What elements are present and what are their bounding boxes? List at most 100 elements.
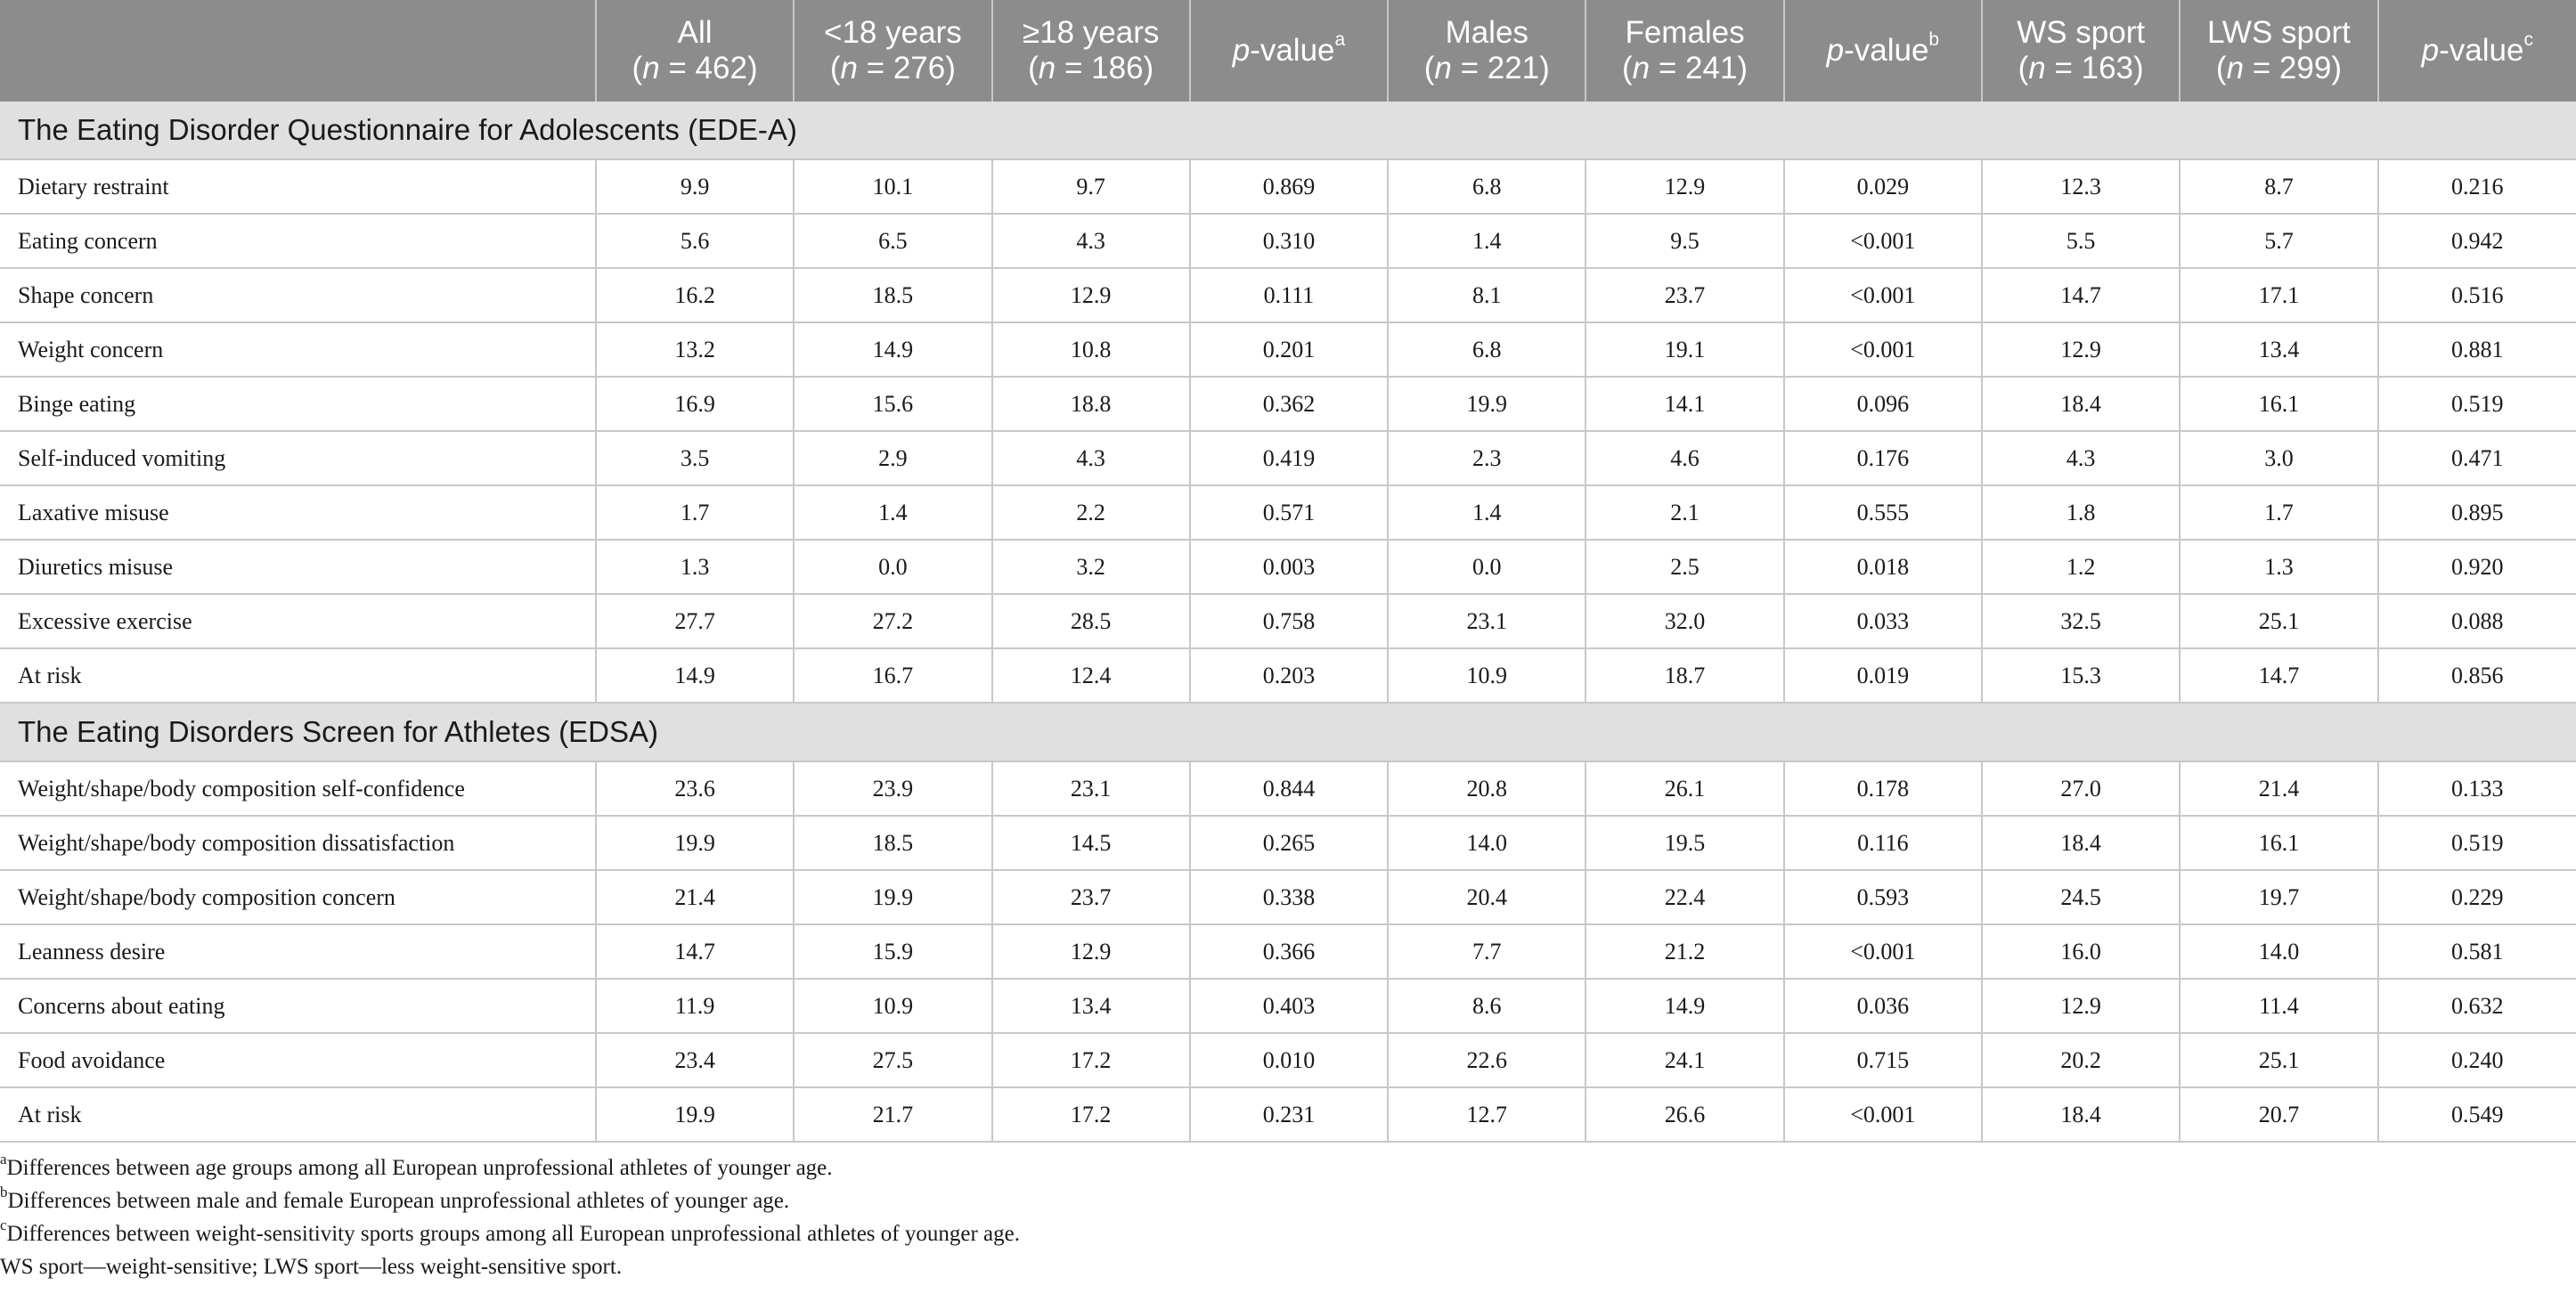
row-label: Weight/shape/body composition self-confi… bbox=[0, 761, 596, 817]
table-cell: 1.4 bbox=[793, 485, 992, 541]
table-cell: 22.4 bbox=[1585, 870, 1784, 925]
table-cell: 14.5 bbox=[990, 816, 1190, 871]
table-cell: 23.6 bbox=[594, 761, 795, 817]
table-cell: 22.6 bbox=[1387, 1033, 1586, 1088]
column-header: All (n = 462) bbox=[594, 0, 795, 102]
table-cell: 17.2 bbox=[990, 1033, 1190, 1088]
column-header: WS sport (n = 163) bbox=[1980, 0, 2181, 102]
table-cell: 0.088 bbox=[2376, 594, 2576, 649]
table-cell: 27.5 bbox=[793, 1033, 992, 1088]
table-cell: 13.4 bbox=[2179, 322, 2378, 378]
table-cell: 0.0 bbox=[1387, 540, 1586, 595]
table-cell: 0.549 bbox=[2376, 1087, 2576, 1143]
column-header-label: p-valuec bbox=[2384, 30, 2571, 69]
table-cell: 12.9 bbox=[1980, 979, 2181, 1034]
table-cell: 16.0 bbox=[1980, 924, 2181, 980]
table-cell: <0.001 bbox=[1782, 214, 1982, 269]
column-header-count: (n = 241) bbox=[1592, 51, 1777, 86]
table-cell: 0.203 bbox=[1188, 648, 1389, 704]
table-cell: 0.338 bbox=[1188, 870, 1389, 925]
table-cell: 2.3 bbox=[1387, 431, 1586, 486]
table-footnotes: aDifferences between age groups among al… bbox=[0, 1152, 2576, 1283]
table-cell: 0.571 bbox=[1188, 485, 1389, 541]
table-cell: 0.942 bbox=[2376, 214, 2576, 269]
n-symbol: n bbox=[2226, 51, 2245, 85]
table-cell: 16.1 bbox=[2179, 816, 2378, 871]
column-header-label: Males bbox=[1445, 15, 1528, 50]
count-value: = 299) bbox=[2244, 51, 2342, 85]
table-cell: <0.001 bbox=[1782, 1087, 1982, 1143]
table-cell: 32.5 bbox=[1980, 594, 2181, 649]
row-label: Leanness desire bbox=[0, 924, 596, 980]
row-label: Weight concern bbox=[0, 322, 596, 378]
table-cell: 0.036 bbox=[1782, 979, 1982, 1034]
table-cell: 0.003 bbox=[1188, 540, 1389, 595]
table-cell: 14.0 bbox=[2179, 924, 2378, 980]
table-cell: 21.2 bbox=[1585, 924, 1784, 980]
table-cell: 0.178 bbox=[1782, 761, 1982, 817]
table-cell: 26.6 bbox=[1585, 1087, 1784, 1143]
row-label: At risk bbox=[0, 1087, 596, 1143]
column-header-count: (n = 276) bbox=[800, 51, 985, 86]
table-cell: 18.4 bbox=[1980, 816, 2181, 871]
table-row: Concerns about eating 11.9 10.9 13.4 0.403 8.… bbox=[0, 979, 2576, 1034]
table-row: Laxative misuse 1.7 1.4 2.2 0.571 1.4 2.1 0.555… bbox=[0, 485, 2576, 541]
row-label: Weight/shape/body composition concern bbox=[0, 870, 596, 925]
p-value-label: -value bbox=[1844, 33, 1929, 68]
table-cell: 14.9 bbox=[1585, 979, 1784, 1034]
table-row: Excessive exercise 27.7 27.2 28.5 0.758 23.1 3… bbox=[0, 594, 2576, 649]
column-header-label: ≥18 years bbox=[1022, 15, 1160, 50]
table-cell: 1.3 bbox=[594, 540, 795, 595]
count-value: = 462) bbox=[659, 51, 758, 85]
table-cell: 15.6 bbox=[793, 377, 992, 432]
table-cell: 27.7 bbox=[594, 594, 795, 649]
table-cell: 0.856 bbox=[2376, 648, 2576, 704]
table-cell: 0.715 bbox=[1782, 1033, 1982, 1088]
table-cell: 14.7 bbox=[594, 924, 795, 980]
table-cell: 0.116 bbox=[1782, 816, 1982, 871]
table-cell: 16.9 bbox=[594, 377, 795, 432]
table-cell: 16.7 bbox=[793, 648, 992, 704]
table-cell: 0.632 bbox=[2376, 979, 2576, 1034]
count-value: = 276) bbox=[857, 51, 956, 85]
table-cell: 1.7 bbox=[2179, 485, 2378, 541]
table-cell: 10.9 bbox=[1387, 648, 1586, 704]
row-label: Laxative misuse bbox=[0, 485, 596, 541]
table-cell: 12.9 bbox=[1585, 159, 1784, 215]
table-cell: 4.3 bbox=[990, 431, 1190, 486]
table-cell: 8.1 bbox=[1387, 268, 1586, 323]
column-header-p-value: p-valuec bbox=[2376, 0, 2576, 102]
table-cell: 18.8 bbox=[990, 377, 1190, 432]
results-table: All (n = 462) <18 years (n = 276) ≥18 years(… bbox=[0, 0, 2576, 1143]
column-header: <18 years (n = 276) bbox=[793, 0, 992, 102]
table-cell: 6.5 bbox=[793, 214, 992, 269]
row-label: Self-induced vomiting bbox=[0, 431, 596, 486]
column-header: Females (n = 241) bbox=[1585, 0, 1784, 102]
table-row: Weight/shape/body composition dissatisfa… bbox=[0, 816, 2576, 871]
table-cell: 1.8 bbox=[1980, 485, 2181, 541]
table-cell: 21.7 bbox=[793, 1087, 992, 1143]
table-cell: 0.519 bbox=[2376, 377, 2576, 432]
table-cell: 28.5 bbox=[990, 594, 1190, 649]
n-symbol: n bbox=[1632, 51, 1651, 85]
table-cell: <0.001 bbox=[1782, 322, 1982, 378]
section-header-row: The Eating Disorder Questionnaire for Ad… bbox=[0, 102, 2576, 160]
table-cell: 12.9 bbox=[990, 924, 1190, 980]
table-row: Self-induced vomiting 3.5 2.9 4.3 0.419 2.3 4.… bbox=[0, 431, 2576, 486]
table-cell: 7.7 bbox=[1387, 924, 1586, 980]
table-cell: 10.1 bbox=[793, 159, 992, 215]
row-label: Food avoidance bbox=[0, 1033, 596, 1088]
column-header-label: p-valuea bbox=[1196, 30, 1382, 69]
footnote-text: Differences between age groups among all… bbox=[6, 1156, 833, 1180]
p-value-label: -value bbox=[1250, 33, 1335, 68]
column-header: ≥18 years (n = 186) bbox=[990, 0, 1190, 102]
table-cell: 0.265 bbox=[1188, 816, 1389, 871]
table-cell: 18.5 bbox=[793, 268, 992, 323]
column-header-label: Females bbox=[1625, 15, 1745, 50]
table-row: Eating concern 5.6 6.5 4.3 0.310 1.4 9.5 <0.001… bbox=[0, 214, 2576, 269]
column-header-empty bbox=[0, 0, 596, 102]
footnote: WS sport—weight-sensitive; LWS sport—les… bbox=[0, 1250, 2576, 1283]
table-cell: 23.4 bbox=[594, 1033, 795, 1088]
n-symbol: n bbox=[642, 51, 660, 85]
table-cell: 20.4 bbox=[1387, 870, 1586, 925]
